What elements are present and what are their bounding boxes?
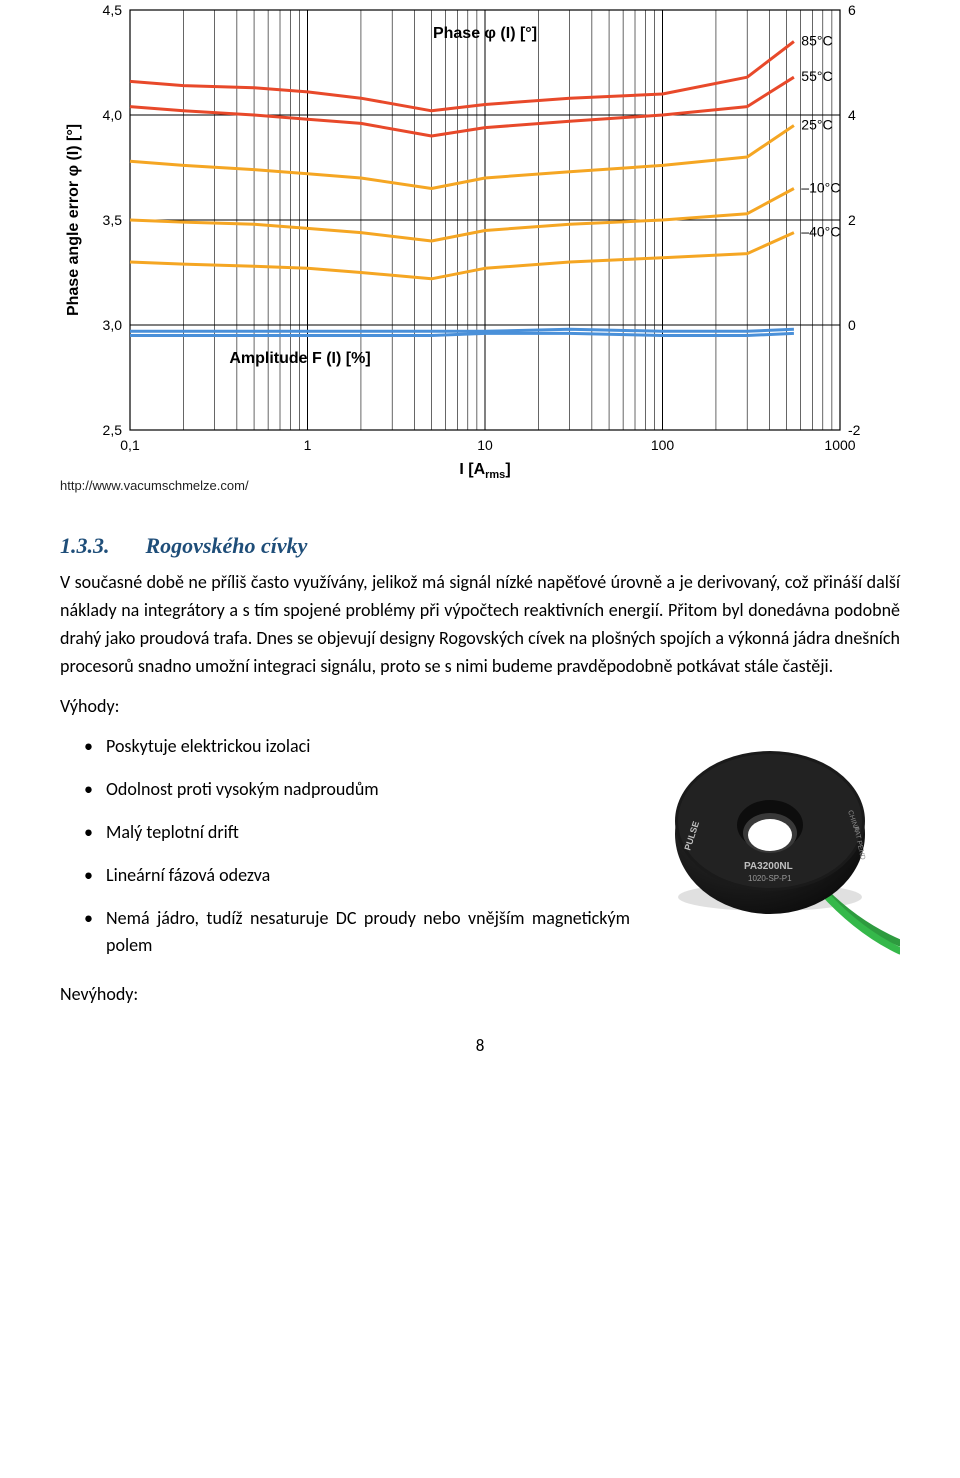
svg-text:2,5: 2,5 (103, 422, 123, 438)
svg-text:4: 4 (848, 107, 856, 123)
advantages-block: PA3200NL 1020-SP-P1 CHINA PAT PEND PULSE… (60, 725, 900, 977)
svg-text:I [Arms]: I [Arms] (459, 461, 510, 480)
svg-text:0: 0 (848, 317, 856, 333)
svg-text:1: 1 (304, 437, 312, 453)
svg-text:3,5: 3,5 (103, 212, 123, 228)
advantage-item: Poskytuje elektrickou izolaci (60, 725, 900, 768)
svg-text:–40°C: –40°C (801, 224, 840, 240)
svg-text:2: 2 (848, 212, 856, 228)
svg-text:4,5: 4,5 (103, 2, 123, 18)
section-number: 1.3.3. (60, 533, 140, 559)
chart-svg: 2,5 3,0 3,5 4,0 4,5 -2 0 2 4 6 0,1 1 10 100 1000 Phase … (60, 0, 900, 480)
section-heading: 1.3.3. Rogovského cívky (60, 533, 900, 559)
advantages-list: Poskytuje elektrickou izolaciOdolnost pr… (60, 725, 900, 967)
svg-text:0,1: 0,1 (120, 437, 140, 453)
svg-text:1000: 1000 (824, 437, 855, 453)
svg-text:3,0: 3,0 (103, 317, 123, 333)
phase-amplitude-chart: 2,5 3,0 3,5 4,0 4,5 -2 0 2 4 6 0,1 1 10 100 1000 Phase … (60, 0, 900, 493)
svg-text:55°C: 55°C (801, 68, 832, 84)
advantage-item: Lineární fázová odezva (60, 854, 900, 897)
advantage-item: Nemá jádro, tudíž nesaturuje DC proudy n… (60, 897, 900, 967)
advantage-item: Malý teplotní drift (60, 811, 900, 854)
advantage-item: Odolnost proti vysokým nadproudům (60, 768, 900, 811)
chart-source-url: http://www.vacumschmelze.com/ (60, 478, 900, 493)
body-paragraph: V současné době ne příliš často využíván… (60, 569, 900, 681)
svg-text:100: 100 (651, 437, 675, 453)
svg-text:6: 6 (848, 2, 856, 18)
page: 2,5 3,0 3,5 4,0 4,5 -2 0 2 4 6 0,1 1 10 100 1000 Phase … (0, 0, 960, 1096)
advantages-header: Výhody: (60, 695, 900, 717)
section-title: Rogovského cívky (146, 533, 308, 558)
svg-text:4,0: 4,0 (103, 107, 123, 123)
svg-text:–10°C: –10°C (801, 180, 840, 196)
svg-text:Amplitude F (I) [%]: Amplitude F (I) [%] (229, 350, 370, 367)
svg-text:Phase angle error φ (I) [°]: Phase angle error φ (I) [°] (65, 124, 82, 316)
svg-text:85°C: 85°C (801, 33, 832, 49)
svg-text:-2: -2 (848, 422, 861, 438)
svg-text:25°C: 25°C (801, 117, 832, 133)
svg-text:Phase φ (I) [°]: Phase φ (I) [°] (433, 25, 537, 42)
disadvantages-header: Nevýhody: (60, 983, 900, 1005)
page-number: 8 (60, 1035, 900, 1056)
svg-text:10: 10 (477, 437, 493, 453)
